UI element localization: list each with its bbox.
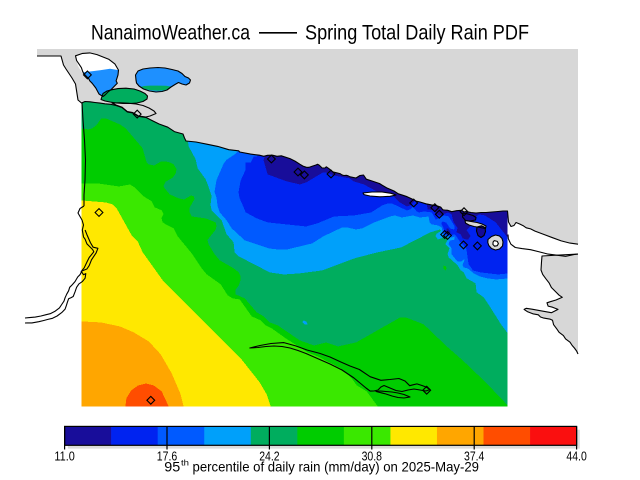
svg-text:37.4: 37.4 [464,449,484,464]
svg-text:44.0: 44.0 [566,449,586,464]
svg-text:95: 95 [164,459,180,475]
svg-text:percentile of daily rain (mm/d: percentile of daily rain (mm/day) on 202… [193,459,480,475]
svg-text:th: th [181,457,189,467]
svg-text:NanaimoWeather.ca: NanaimoWeather.ca [91,22,250,45]
svg-text:11.0: 11.0 [54,449,74,464]
svg-text:Spring Total Daily Rain PDF: Spring Total Daily Rain PDF [305,22,529,45]
svg-text:24.2: 24.2 [259,449,279,464]
svg-text:17.6: 17.6 [157,449,177,464]
svg-text:30.8: 30.8 [362,449,382,464]
